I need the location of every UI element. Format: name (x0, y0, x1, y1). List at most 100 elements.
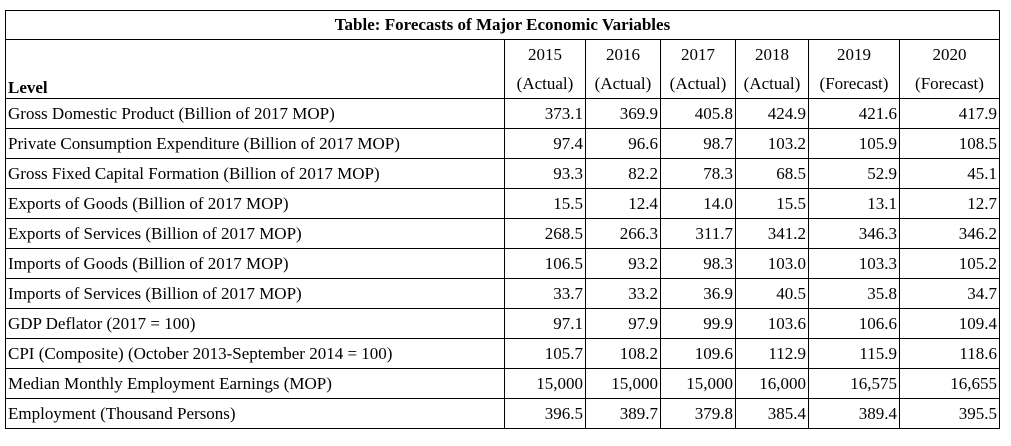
table-cell: 346.3 (808, 218, 900, 249)
table-cell: 78.3 (660, 158, 736, 189)
table-cell: 15.5 (504, 188, 586, 219)
table-cell: 118.6 (899, 338, 1000, 369)
column-header: 2015 (Actual) (504, 39, 586, 99)
table-cell: 34.7 (899, 278, 1000, 309)
table-cell: 13.1 (808, 188, 900, 219)
column-year: 2016 (606, 45, 640, 64)
column-year: 2017 (681, 45, 715, 64)
table-cell: 389.7 (585, 398, 661, 429)
table-cell: 103.0 (735, 248, 809, 279)
row-label: Exports of Services (Billion of 2017 MOP… (5, 218, 505, 249)
table-cell: 385.4 (735, 398, 809, 429)
column-year: 2020 (932, 45, 967, 64)
column-status: (Forecast) (819, 74, 889, 93)
table-row: Gross Fixed Capital Formation (Billion o… (5, 158, 1000, 189)
column-year: 2018 (755, 45, 789, 64)
table-cell: 421.6 (808, 98, 900, 129)
row-label: Gross Fixed Capital Formation (Billion o… (5, 158, 505, 189)
table-cell: 15,000 (660, 368, 736, 399)
table-cell: 395.5 (899, 398, 1000, 429)
table-cell: 93.3 (504, 158, 586, 189)
table-cell: 109.6 (660, 338, 736, 369)
table-cell: 311.7 (660, 218, 736, 249)
table-cell: 417.9 (899, 98, 1000, 129)
table-cell: 341.2 (735, 218, 809, 249)
table-row: Imports of Goods (Billion of 2017 MOP) 10… (5, 248, 1000, 279)
table-cell: 14.0 (660, 188, 736, 219)
table-cell: 15.5 (735, 188, 809, 219)
table-cell: 112.9 (735, 338, 809, 369)
column-header: 2016 (Actual) (585, 39, 661, 99)
row-label: CPI (Composite) (October 2013-September … (5, 338, 505, 369)
table-cell: 115.9 (808, 338, 900, 369)
table-cell: 105.7 (504, 338, 586, 369)
table-cell: 12.7 (899, 188, 1000, 219)
table-cell: 15,000 (504, 368, 586, 399)
table-cell: 97.9 (585, 308, 661, 339)
column-header: 2018 (Actual) (735, 39, 809, 99)
table-row: Imports of Services (Billion of 2017 MOP… (5, 278, 1000, 309)
table-cell: 97.4 (504, 128, 586, 159)
table-row: Private Consumption Expenditure (Billion… (5, 128, 1000, 159)
row-label: Exports of Goods (Billion of 2017 MOP) (5, 188, 505, 219)
row-label: Median Monthly Employment Earnings (MOP) (5, 368, 505, 399)
table-row: Exports of Services (Billion of 2017 MOP… (5, 218, 1000, 249)
column-year: 2015 (528, 45, 562, 64)
row-label: Imports of Goods (Billion of 2017 MOP) (5, 248, 505, 279)
table-cell: 373.1 (504, 98, 586, 129)
table-title: Table: Forecasts of Major Economic Varia… (5, 10, 1000, 40)
table-cell: 16,575 (808, 368, 900, 399)
table-cell: 369.9 (585, 98, 661, 129)
table-cell: 103.2 (735, 128, 809, 159)
row-label: Private Consumption Expenditure (Billion… (5, 128, 505, 159)
table-cell: 379.8 (660, 398, 736, 429)
table-cell: 105.9 (808, 128, 900, 159)
table-cell: 16,000 (735, 368, 809, 399)
table-cell: 35.8 (808, 278, 900, 309)
table-cell: 105.2 (899, 248, 1000, 279)
column-status: (Actual) (516, 74, 574, 93)
table-row: Employment (Thousand Persons) 396.5 389.7 3… (5, 398, 1000, 429)
table-cell: 98.3 (660, 248, 736, 279)
column-header: 2019 (Forecast) (808, 39, 900, 99)
table-cell: 396.5 (504, 398, 586, 429)
table-cell: 99.9 (660, 308, 736, 339)
level-header: Level (5, 39, 505, 99)
table-cell: 96.6 (585, 128, 661, 159)
table-cell: 97.1 (504, 308, 586, 339)
table-row: GDP Deflator (2017 = 100) 97.1 97.9 99.9 103… (5, 308, 1000, 339)
table-row: Exports of Goods (Billion of 2017 MOP) 15… (5, 188, 1000, 219)
table-row: Gross Domestic Product (Billion of 2017 … (5, 98, 1000, 129)
table-cell: 405.8 (660, 98, 736, 129)
table-cell: 82.2 (585, 158, 661, 189)
column-status: (Actual) (594, 74, 652, 93)
table-cell: 268.5 (504, 218, 586, 249)
table-cell: 103.3 (808, 248, 900, 279)
table-cell: 108.2 (585, 338, 661, 369)
table-cell: 16,655 (899, 368, 1000, 399)
row-label: GDP Deflator (2017 = 100) (5, 308, 505, 339)
table-cell: 15,000 (585, 368, 661, 399)
table-container: Table: Forecasts of Major Economic Varia… (5, 10, 1000, 429)
table-cell: 33.2 (585, 278, 661, 309)
row-label: Imports of Services (Billion of 2017 MOP… (5, 278, 505, 309)
header-row: Level 2015 (Actual) 2016 (Actual) 2017 (Actua… (5, 39, 1000, 99)
table-cell: 52.9 (808, 158, 900, 189)
column-header: 2020 (Forecast) (899, 39, 1000, 99)
table-cell: 106.6 (808, 308, 900, 339)
table-cell: 109.4 (899, 308, 1000, 339)
table-cell: 424.9 (735, 98, 809, 129)
row-label: Employment (Thousand Persons) (5, 398, 505, 429)
table-cell: 108.5 (899, 128, 1000, 159)
table-cell: 93.2 (585, 248, 661, 279)
table-cell: 98.7 (660, 128, 736, 159)
table-row: CPI (Composite) (October 2013-September … (5, 338, 1000, 369)
level-label: Level (8, 78, 48, 97)
title-row: Table: Forecasts of Major Economic Varia… (5, 10, 1000, 40)
column-status: (Forecast) (915, 74, 984, 93)
table-cell: 40.5 (735, 278, 809, 309)
column-status: (Actual) (669, 74, 727, 93)
table-cell: 36.9 (660, 278, 736, 309)
table-cell: 389.4 (808, 398, 900, 429)
table-cell: 68.5 (735, 158, 809, 189)
